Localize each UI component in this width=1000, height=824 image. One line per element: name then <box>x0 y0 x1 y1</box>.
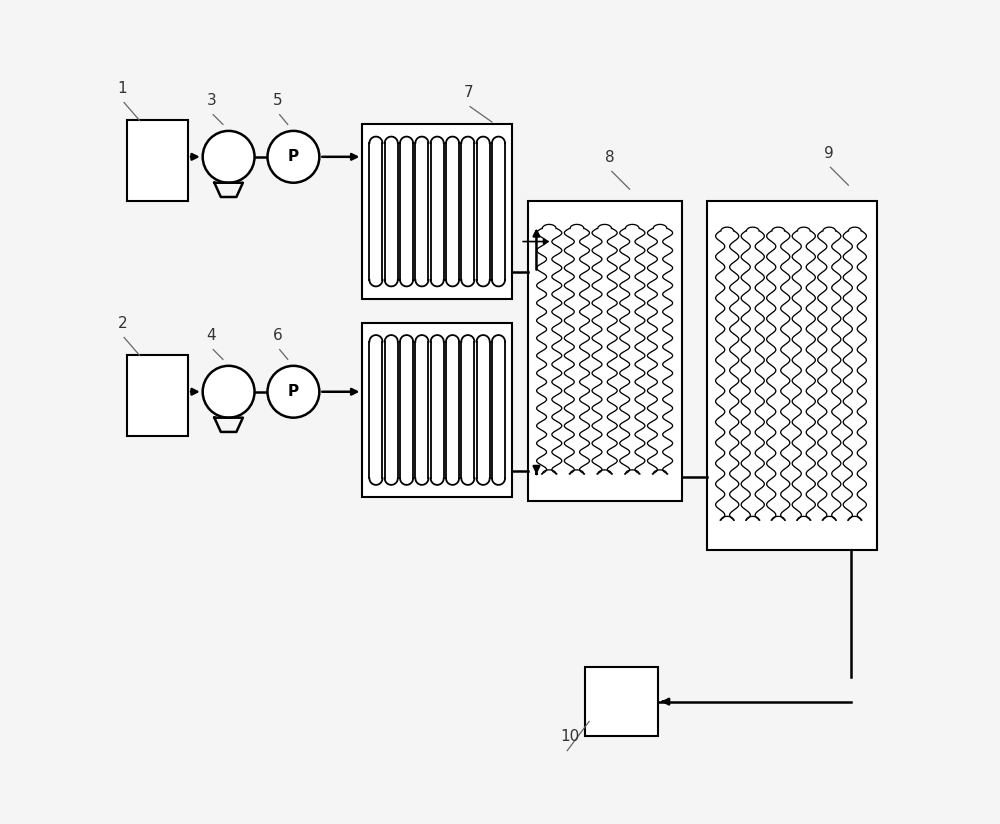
Text: 8: 8 <box>605 150 615 165</box>
Text: 10: 10 <box>561 729 580 744</box>
Text: 4: 4 <box>207 328 216 343</box>
Circle shape <box>203 366 255 418</box>
Text: 5: 5 <box>273 93 283 108</box>
Bar <box>127 355 188 436</box>
Text: 1: 1 <box>118 81 127 96</box>
Bar <box>362 124 512 298</box>
Text: 6: 6 <box>273 328 283 343</box>
Circle shape <box>267 131 319 183</box>
Text: 9: 9 <box>824 146 834 161</box>
Text: 2: 2 <box>118 316 127 331</box>
Bar <box>585 667 658 736</box>
Bar <box>362 323 512 497</box>
Text: 7: 7 <box>464 85 473 100</box>
Text: 3: 3 <box>207 93 216 108</box>
Bar <box>127 120 188 201</box>
Circle shape <box>267 366 319 418</box>
Bar <box>707 201 877 550</box>
Text: P: P <box>288 384 299 400</box>
Bar <box>528 201 682 501</box>
Circle shape <box>203 131 255 183</box>
Text: P: P <box>288 149 299 164</box>
